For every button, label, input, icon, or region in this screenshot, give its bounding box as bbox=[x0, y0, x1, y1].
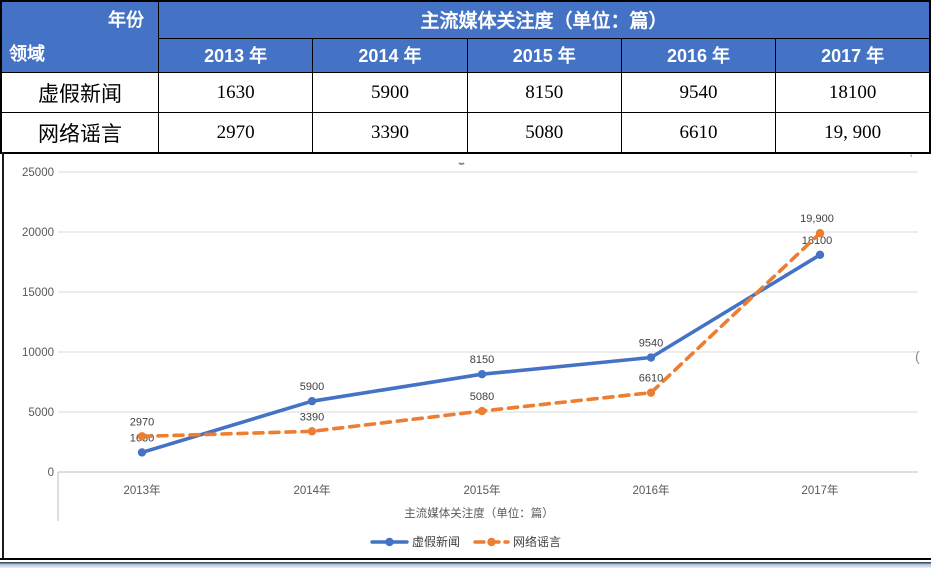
data-label: 9540 bbox=[639, 338, 663, 350]
data-point-marker bbox=[477, 370, 487, 379]
table-value-cell: 3390 bbox=[312, 112, 468, 154]
table-value-cell: 9540 bbox=[620, 72, 777, 113]
chart-border-left bbox=[2, 152, 4, 559]
row-label: 网络谣言 bbox=[0, 112, 159, 154]
corner-label-field: 领域 bbox=[9, 44, 45, 64]
table-value-cell: 2970 bbox=[157, 112, 314, 154]
data-label: 19,900 bbox=[800, 213, 834, 225]
data-label: 5900 bbox=[300, 381, 324, 393]
stray-mark: ' bbox=[910, 152, 913, 166]
year-header: 2015 年 bbox=[466, 37, 622, 74]
window-edge-strip[interactable] bbox=[0, 562, 931, 568]
legend-label: 网络谣言 bbox=[513, 534, 561, 549]
y-tick-label: 20000 bbox=[22, 227, 54, 239]
y-tick-label: 0 bbox=[48, 467, 54, 479]
data-point-marker bbox=[646, 353, 656, 362]
year-header: 2014 年 bbox=[312, 37, 468, 74]
x-tick-label: 2013年 bbox=[123, 483, 160, 497]
media-attention-table: 年份 领域 主流媒体关注度（单位：篇） 2013 年 2014 年 2015 年 2016 … bbox=[0, 0, 931, 154]
y-tick-label: 25000 bbox=[22, 167, 54, 179]
table-value-cell: 19, 900 bbox=[775, 112, 931, 154]
year-header: 2017 年 bbox=[775, 37, 931, 74]
data-point-marker bbox=[646, 388, 656, 397]
table-value-cell: 6610 bbox=[620, 112, 777, 154]
year-header: 2013 年 bbox=[157, 37, 314, 74]
data-point-marker bbox=[137, 432, 147, 441]
table-value-cell: 18100 bbox=[775, 72, 931, 113]
x-tick-label: 2017年 bbox=[801, 483, 838, 497]
table-value-cell: 1630 bbox=[157, 72, 314, 113]
year-header: 2016 年 bbox=[620, 37, 777, 74]
table-title: 主流媒体关注度（单位：篇） bbox=[158, 0, 931, 39]
y-tick-label: 5000 bbox=[28, 407, 54, 419]
chart-border-bottom bbox=[0, 558, 931, 560]
table-value-cell: 5080 bbox=[466, 112, 622, 154]
legend-marker bbox=[487, 537, 496, 547]
attention-line-chart: 0 5000 10000 15000 20000 25000 2013年 2014年 2015年… bbox=[22, 167, 918, 549]
corner-label-year: 年份 bbox=[108, 10, 144, 30]
x-tick-label: 2014年 bbox=[293, 483, 330, 497]
y-tick-label: 15000 bbox=[22, 287, 54, 299]
x-tick-label: 2016年 bbox=[632, 483, 669, 497]
data-point-marker bbox=[307, 397, 317, 406]
table-value-cell: 8150 bbox=[466, 72, 622, 113]
stray-paren-mark: ( bbox=[915, 348, 920, 364]
data-point-marker bbox=[137, 448, 147, 457]
y-tick-label: 10000 bbox=[22, 347, 54, 359]
data-point-marker bbox=[477, 406, 487, 416]
data-point-marker bbox=[815, 250, 825, 259]
data-label: 2970 bbox=[130, 416, 154, 428]
chart-rotation-handle-icon[interactable] bbox=[457, 156, 466, 165]
row-label: 虚假新闻 bbox=[0, 72, 159, 113]
data-label: 5080 bbox=[470, 391, 494, 403]
data-label: 3390 bbox=[300, 411, 324, 423]
legend-label: 虚假新闻 bbox=[412, 534, 460, 549]
data-point-marker bbox=[815, 229, 825, 238]
data-point-marker bbox=[307, 427, 317, 436]
table-corner-header: 年份领域 bbox=[0, 0, 159, 73]
data-label: 8150 bbox=[470, 354, 494, 366]
data-label: 6610 bbox=[639, 373, 663, 385]
series-line-dashed bbox=[140, 231, 822, 439]
legend-marker bbox=[385, 537, 394, 547]
axis-title: 主流媒体关注度（单位：篇） bbox=[404, 506, 554, 520]
x-tick-label: 2015年 bbox=[463, 483, 500, 497]
table-value-cell: 5900 bbox=[312, 72, 468, 113]
